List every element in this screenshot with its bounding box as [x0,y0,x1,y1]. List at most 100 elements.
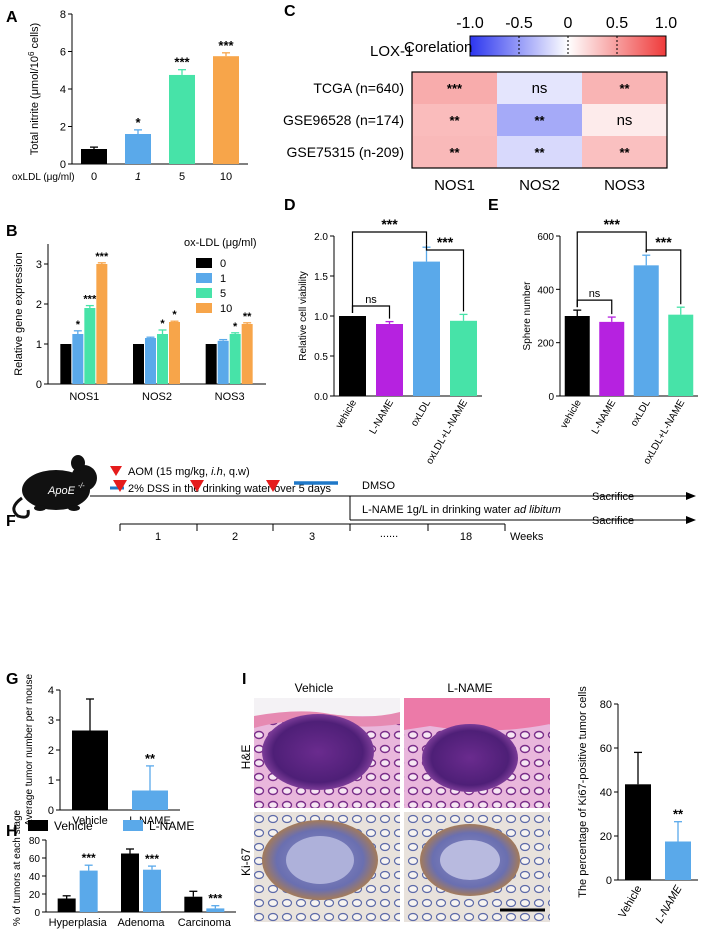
y-tick-label: 2.0 [314,232,328,243]
mouse-label: ApoE [47,485,76,497]
colorbar-label: Corelation [404,39,472,56]
sacrifice-text-1: Sacrifice [592,491,634,503]
bar [169,322,180,384]
lname-text: L-NAME 1g/L in drinking water ad libitum [362,504,561,516]
histology-row-he: H&E [239,745,253,770]
bar [84,308,96,384]
bar [206,908,225,912]
bar [668,314,694,396]
heatmap-col-label: NOS1 [434,177,475,194]
y-tick-label: 0.0 [314,392,328,403]
significance-label: *** [437,234,454,250]
chart-d: 0.0 0.5 1.0 1.5 2.0 Relative cell viability ve… [298,216,482,466]
heatmap-cell-label: ** [449,145,460,160]
bar [121,853,139,912]
colorbar-tick-label: -1.0 [456,15,484,32]
bar [413,261,440,396]
heatmap-row-label: TCGA (n=640) [313,80,404,96]
panel-letter-g: G [6,671,18,688]
y-tick-label: 80 [29,836,41,847]
y-tick-label: 0 [34,908,40,919]
y-tick-label: 1.0 [314,312,328,323]
significance-label: * [135,115,141,130]
significance-label: ** [145,751,156,766]
y-tick-label: 600 [537,232,554,243]
significance-label: * [172,309,177,321]
colorbar-title: LOX-1 [370,43,413,60]
y-tick-label: 60 [29,854,41,865]
x-tick-label: 5 [179,171,185,183]
legend-label: L-NAME [149,819,194,833]
aom-legend-text: AOM (15 mg/kg, i.h, q.w) [128,466,250,478]
significance-bracket [425,244,465,312]
bar [205,344,217,384]
panel-letter-e: E [488,197,499,214]
bar [184,896,203,912]
bar [339,316,366,396]
x-tick-label: Carcinoma [178,917,232,929]
heatmap-cell [412,72,497,104]
colorbar-tick-label: 0.5 [606,15,628,32]
chart-e: 0 200 400 600 Sphere number vehicle L-NAME oxLD… [522,216,698,466]
y-axis-label: The percentage of Ki67-positive tumor ce… [577,686,589,898]
histology-col-lname: L-NAME [447,681,492,695]
x-tick-label: oxLDL [629,398,653,429]
y-tick-label: 0 [48,805,54,817]
image-he-lname [404,698,550,808]
heatmap-cell [412,136,497,168]
legend-swatch [196,258,212,268]
legend-swatch [196,303,212,313]
x-tick-label: 0 [91,171,97,183]
bar [229,334,241,384]
y-tick-label: 1 [48,775,54,787]
significance-label: *** [604,216,621,232]
panel-letter-i: I [242,671,246,688]
panel-letter-c: C [284,3,296,20]
bar [217,340,229,384]
y-tick-label: 400 [537,285,554,296]
y-tick-label: 3 [48,715,54,727]
y-tick-label: 1 [36,339,42,351]
x-tick-label: L-NAME [653,883,685,926]
y-tick-label: 0 [606,875,612,887]
x-tick-label: L-NAME [590,398,619,437]
significance-label: ** [243,311,252,323]
y-tick-label: 8 [60,9,66,21]
x-tick-label: NOS2 [142,391,172,403]
x-tick-label: Vehicle [616,884,644,921]
y-axis-label: Total nitrite (μmol/106 cells) [27,23,42,155]
significance-label: *** [208,892,222,906]
y-tick-label: 6 [60,47,66,59]
bar [81,149,107,164]
x-tick-label: Hyperplasia [49,917,108,929]
significance-label: *** [145,852,159,866]
y-tick-label: 60 [600,743,612,755]
y-axis-label: % of tumors at each stage [12,809,23,926]
x-tick-label: oxLDL [409,398,433,429]
panel-letters: A C B D E F G I H [6,3,499,840]
panel-letter-a: A [6,9,18,26]
mouse-label-sup: -/- [78,483,85,490]
heatmap-cell-label: ** [449,113,460,128]
y-tick-label: 1.5 [314,272,328,283]
bar [213,56,239,164]
histology-col-vehicle: Vehicle [295,681,334,695]
significance-label: *** [381,216,398,232]
heatmap-cell-label: ** [534,113,545,128]
bar [633,265,659,396]
significance-label: *** [82,851,96,865]
x-tick-label: Vehicle [72,815,107,827]
y-tick-label: 40 [29,872,41,883]
legend-swatch [123,820,143,831]
heatmap-cell [412,104,497,136]
heatmap-cell-label: ** [619,145,630,160]
image-ki67-vehicle [254,812,400,922]
significance-bracket [351,231,428,313]
x-tick-label: vehicle [334,398,359,431]
chart-a: 0 2 4 6 8 Total nitrite (μmol/106 cells) 0 * 1 **… [12,9,248,183]
y-tick-label: 0.5 [314,352,328,363]
y-axis-label: Average tumor number per mouse [24,674,35,827]
x-tick-label: NOS1 [69,391,99,403]
